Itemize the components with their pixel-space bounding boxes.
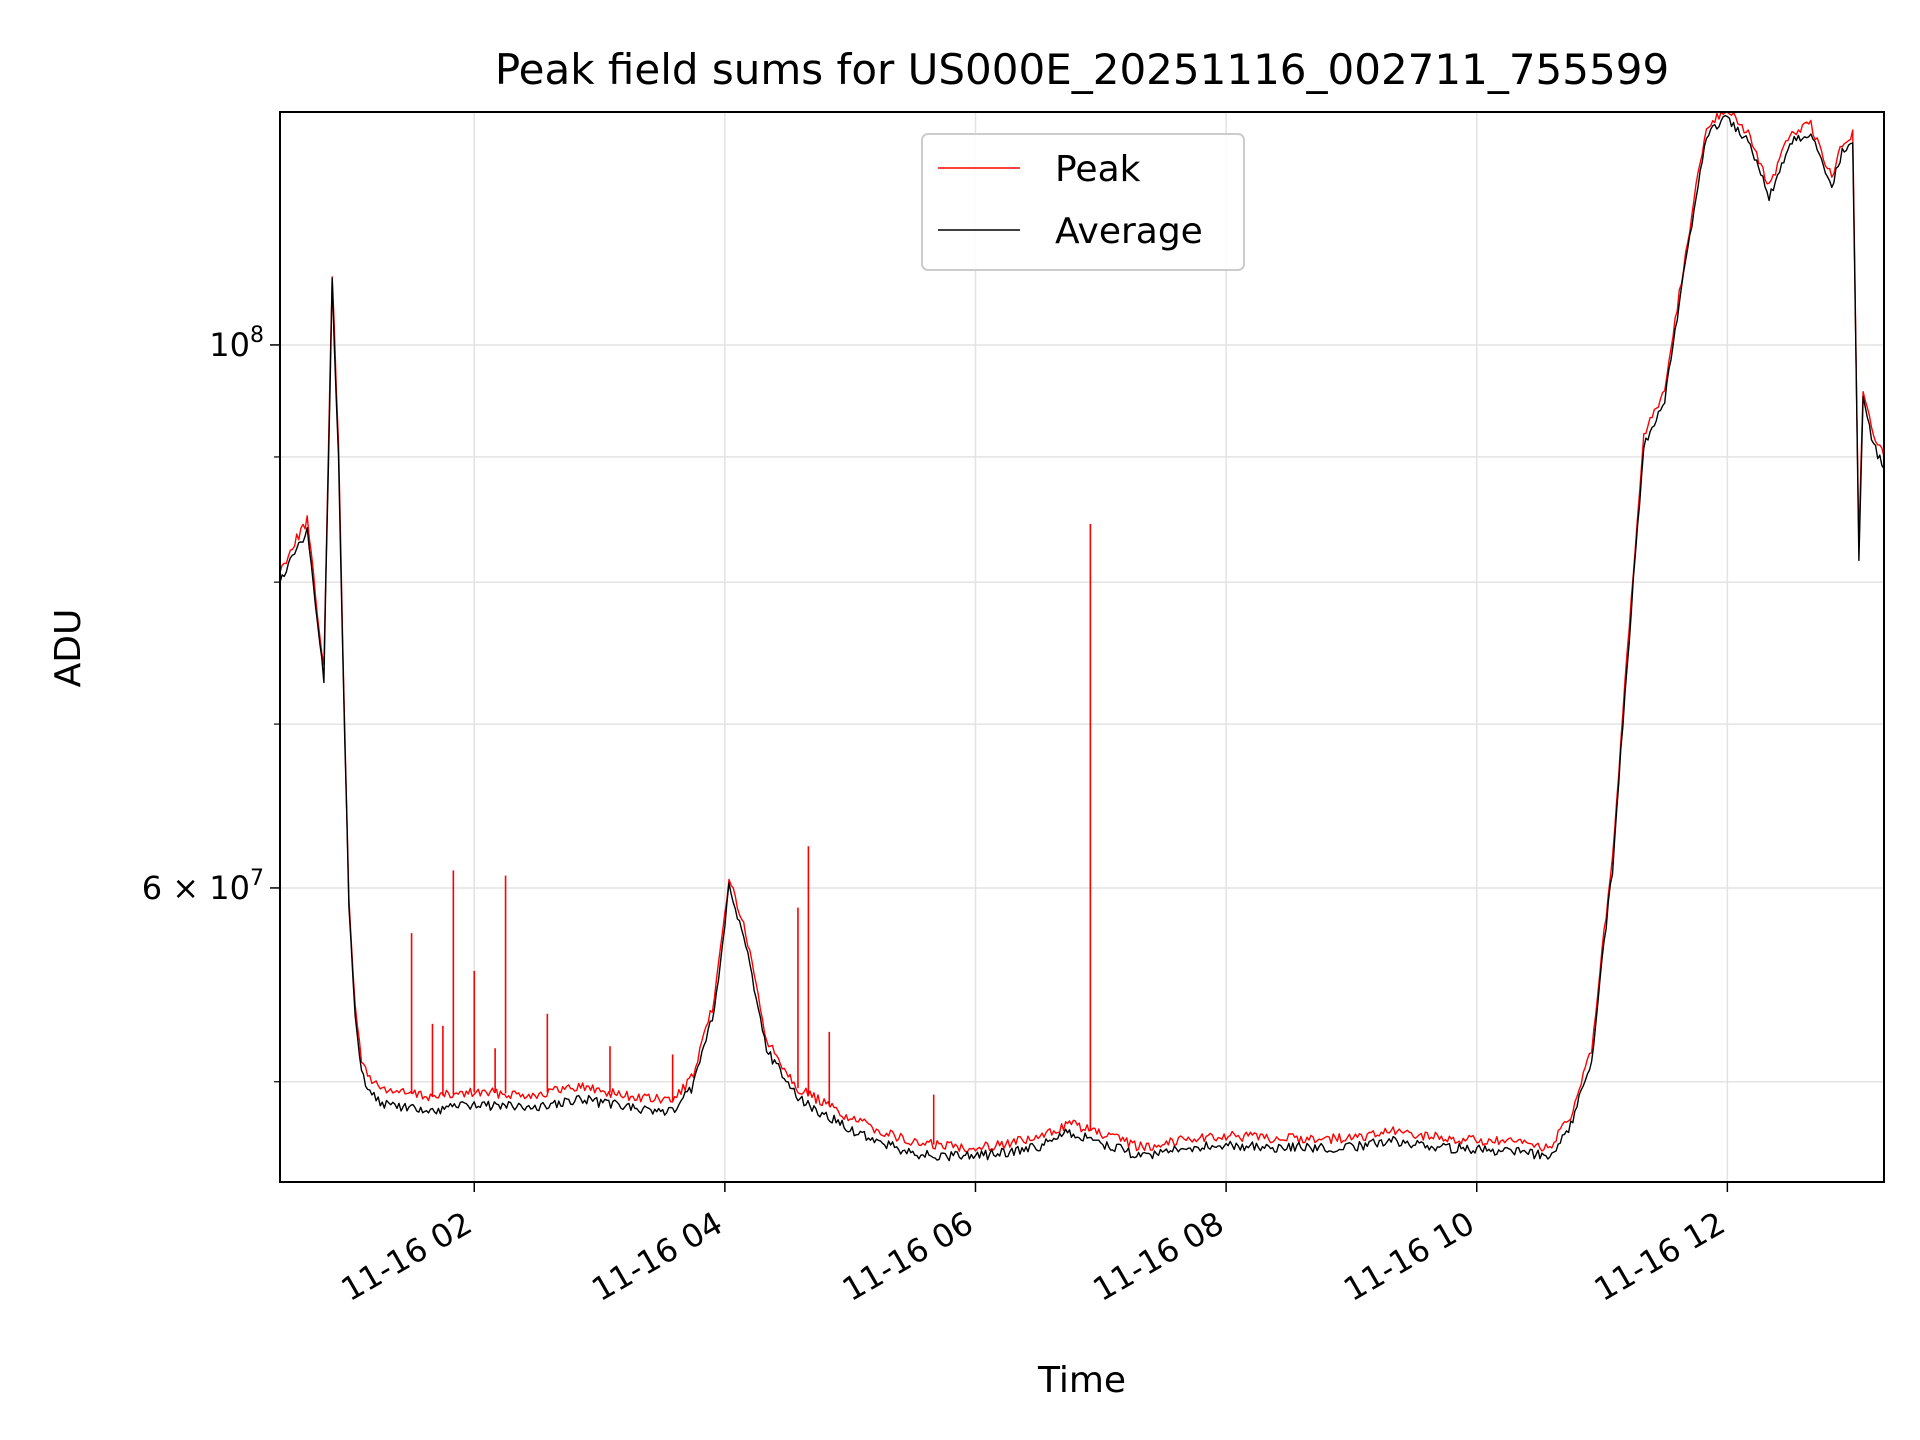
series-average-line [280,114,1884,1162]
legend-peak-label: Peak [1055,149,1141,190]
series-group [280,112,1884,1162]
y-tick-label: 6 × 107 [142,866,264,907]
x-axis-label: Time [1037,1360,1126,1401]
y-axis-label: ADU [48,609,89,688]
chart-title: Peak field sums for US000E_20251116_0027… [495,45,1669,94]
legend-average-label: Average [1055,211,1203,252]
series-peak-line [280,112,1884,1153]
legend: Peak Average [921,133,1245,271]
plot-area [280,112,1884,1162]
plot-frame [279,111,1885,1183]
